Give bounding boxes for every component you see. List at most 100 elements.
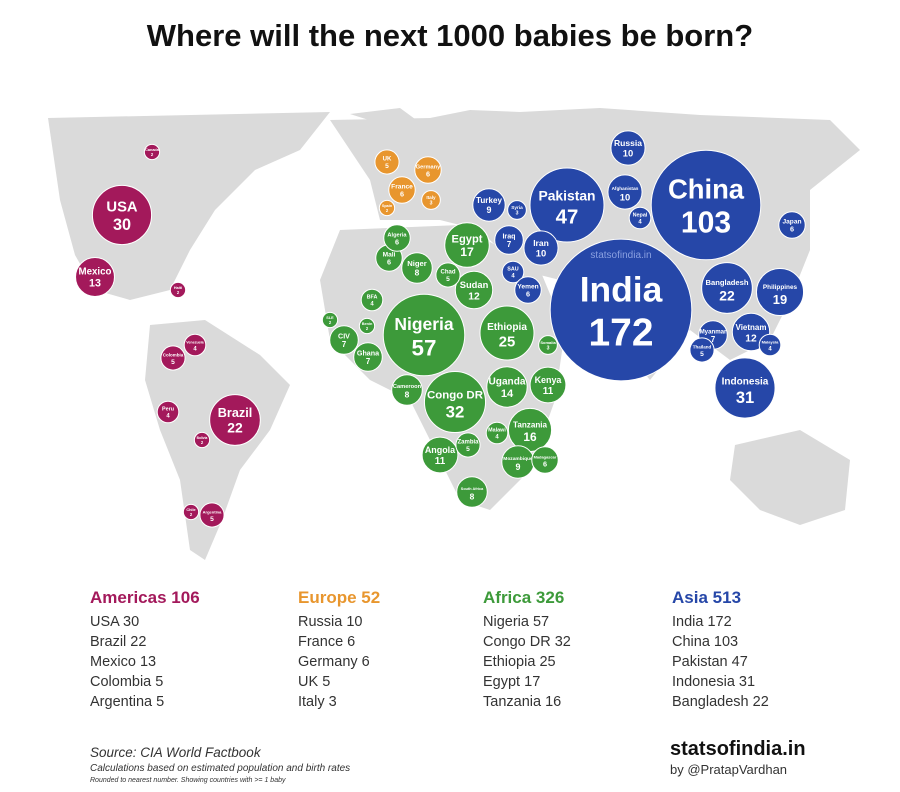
bubble (454, 270, 494, 310)
source: Source: CIA World Factbook (90, 745, 261, 760)
label: 47 (731, 654, 748, 670)
label: 3 (328, 694, 337, 710)
legend-item: Ethiopia 25 (483, 652, 683, 672)
bubble (383, 224, 411, 252)
label: Egypt (483, 674, 521, 690)
bubble-name: Yemen (517, 283, 538, 290)
label: China (672, 634, 710, 650)
bubble (156, 400, 180, 424)
bubble-name: Nigeria (394, 314, 454, 334)
legend-item: Bangladesh 22 (672, 692, 872, 712)
bubble-value: 5 (210, 516, 214, 523)
label: Nigeria (483, 614, 529, 630)
title: Where will the next 1000 babies be born? (146, 18, 754, 53)
bubble-value: 25 (499, 335, 516, 351)
bubble-value: 22 (227, 420, 243, 436)
bubble-name: India (580, 270, 663, 310)
bubble-name: Indonesia (722, 376, 769, 387)
legend-item: Tanzania 16 (483, 692, 683, 712)
bubble-name: Mexico (79, 267, 112, 278)
bubble (444, 222, 490, 268)
bubble (421, 190, 441, 210)
bubble-name: Syria (511, 205, 523, 210)
label: Tanzania (483, 694, 542, 710)
bubble-value: 5 (700, 351, 704, 358)
bubble-name: CIV (338, 332, 350, 340)
bubble-value: 4 (511, 273, 515, 279)
legend-item: Congo DR 32 (483, 632, 683, 652)
bubble (778, 211, 806, 239)
bubble-name: Bangladesh (706, 278, 749, 287)
bubble (401, 252, 433, 284)
bubble-value: 5 (446, 276, 450, 283)
bubble-name: Benin (362, 322, 373, 326)
bubble-name: Canada (145, 148, 160, 152)
bubble-name: Italy (426, 195, 436, 200)
bubble-value: 11 (435, 456, 446, 467)
bubble (455, 432, 481, 458)
bubble-name: Sudan (460, 280, 489, 290)
bubble (391, 374, 423, 406)
bubble (514, 276, 542, 304)
bubble-value: 4 (193, 346, 197, 352)
bubble (628, 206, 652, 230)
bubble (209, 394, 261, 446)
map: USA30Mexico13Brazil22Peru4Colombia5Venez… (48, 108, 860, 560)
bubble-value: 6 (526, 290, 530, 299)
bubble-value: 4 (768, 346, 772, 352)
bubble (479, 305, 535, 361)
legend-item: Mexico 13 (90, 652, 290, 672)
bubble-name: Philippines (763, 284, 798, 291)
bubble-name: Chad (440, 270, 455, 276)
label: UK (298, 674, 319, 690)
bubble-value: 32 (446, 402, 465, 421)
bubble-value: 3 (516, 211, 519, 217)
bubble-name: Mozambique (503, 456, 533, 462)
bubble-value: 7 (342, 340, 347, 349)
bubble-value: 14 (501, 388, 514, 400)
bubble-name: Iraq (502, 232, 515, 240)
bubble-name: South Africa (461, 487, 484, 491)
bubble-name: China (668, 173, 745, 204)
label: 6 (347, 634, 356, 650)
label: Argentina (90, 694, 153, 710)
label: 326 (535, 588, 565, 607)
label: 5 (322, 674, 331, 690)
label: 5 (156, 694, 165, 710)
label: 6 (361, 654, 370, 670)
bubble (321, 311, 339, 329)
bubble-name: Nepal (633, 213, 648, 219)
legend-item: France 6 (298, 632, 498, 652)
label: Mexico (90, 654, 136, 670)
bubble-value: 4 (370, 301, 374, 307)
bubble (374, 149, 400, 175)
bubble-name: Tanzania (513, 420, 548, 429)
label: 16 (545, 694, 562, 710)
bubble-name: France (391, 183, 413, 190)
legend-column: Asia 513 India 172 China 103 Pakistan 47… (672, 588, 872, 712)
bubble-value: 9 (516, 462, 521, 472)
bubble-value: 4 (495, 434, 499, 440)
bubble (486, 366, 528, 408)
legend-item: Indonesia 31 (672, 672, 872, 692)
bubble-value: 2 (201, 440, 204, 445)
bubble-name: Haiti (174, 286, 182, 290)
bubble (507, 200, 527, 220)
label: Pakistan (672, 654, 728, 670)
bubble-value: 5 (171, 359, 175, 366)
label: 106 (171, 588, 200, 607)
bubble (523, 230, 559, 266)
bubble-name: Uganda (488, 377, 525, 388)
label: 13 (139, 654, 157, 670)
region-title: Africa 326 (483, 588, 683, 608)
label: Ethiopia (483, 654, 536, 670)
label: 31 (738, 674, 756, 690)
bubble-value: 2 (177, 290, 180, 295)
bubble-name: Ghana (357, 349, 380, 357)
bubble-value: 8 (470, 492, 475, 502)
bubble-value: 4 (166, 413, 170, 419)
label: Congo DR (483, 634, 551, 650)
label: Europe (298, 588, 357, 607)
bubble-name: Malawi (488, 428, 506, 434)
bubble-name: SLE (326, 316, 334, 320)
